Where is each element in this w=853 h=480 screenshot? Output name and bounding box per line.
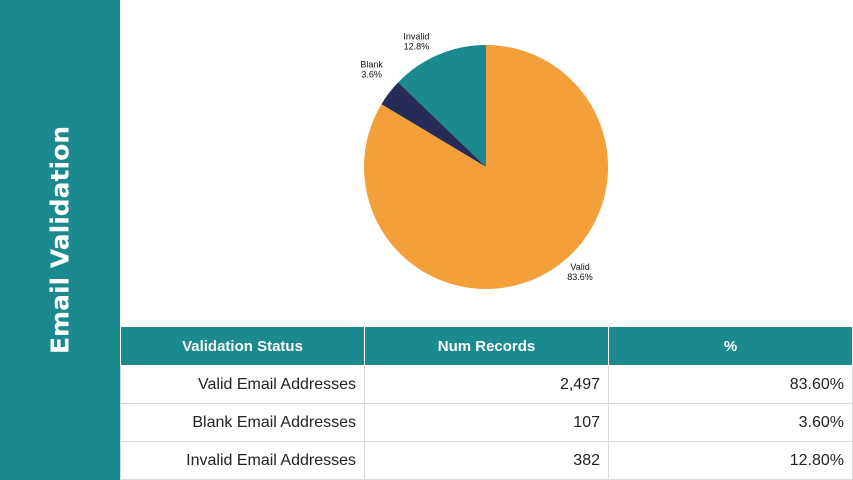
- table-header-row: Validation Status Num Records %: [120, 326, 853, 366]
- percent-cell: 3.60%: [608, 403, 853, 442]
- column-header-num-records: Num Records: [364, 326, 609, 366]
- percent-cell: 12.80%: [608, 441, 853, 480]
- status-cell: Valid Email Addresses: [120, 365, 365, 404]
- slice-label-blank: Blank: [360, 60, 383, 70]
- status-cell: Invalid Email Addresses: [120, 441, 365, 480]
- sidebar: Email Validation: [0, 0, 120, 480]
- table-row: Blank Email Addresses 107 3.60%: [120, 403, 853, 442]
- slice-value-invalid: 12.8%: [404, 42, 430, 52]
- slice-label-invalid: Invalid: [403, 32, 429, 42]
- slice-value-valid: 83.6%: [567, 272, 593, 282]
- pie-slice-valid: [364, 45, 608, 289]
- validation-status-table: Validation Status Num Records % Valid Em…: [120, 326, 853, 480]
- sidebar-title: Email Validation: [45, 125, 75, 355]
- column-header-percent: %: [608, 326, 853, 366]
- pie-slice-blank: [381, 82, 486, 167]
- table-row: Valid Email Addresses 2,497 83.60%: [120, 365, 853, 404]
- status-cell: Blank Email Addresses: [120, 403, 365, 442]
- pie-slice-invalid: [398, 45, 486, 167]
- slice-label-valid: Valid: [570, 262, 589, 272]
- count-cell: 382: [364, 441, 609, 480]
- count-cell: 107: [364, 403, 609, 442]
- slice-value-blank: 3.6%: [361, 70, 382, 80]
- count-cell: 2,497: [364, 365, 609, 404]
- percent-cell: 83.60%: [608, 365, 853, 404]
- pie-chart-area: Invalid 12.8% Blank 3.6% Valid 83.6%: [120, 0, 853, 326]
- table-row: Invalid Email Addresses 382 12.80%: [120, 441, 853, 480]
- column-header-validation-status: Validation Status: [120, 326, 365, 366]
